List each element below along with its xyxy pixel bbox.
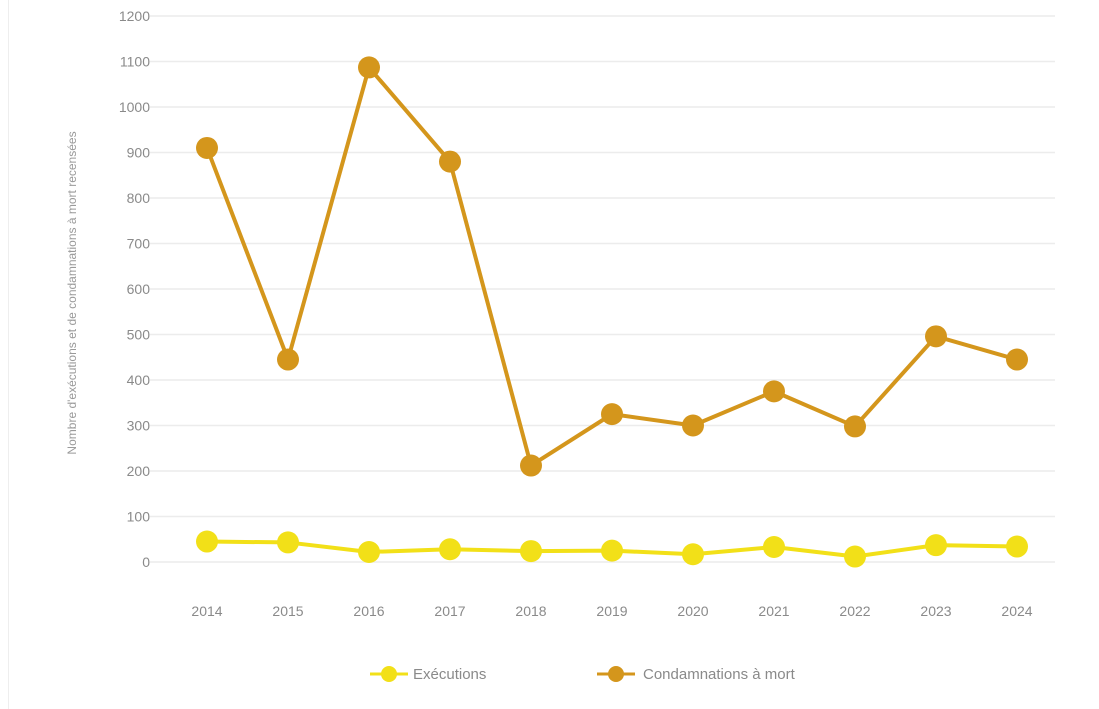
- x-tick-label: 2018: [515, 603, 546, 619]
- x-tick-label: 2023: [920, 603, 951, 619]
- data-point: [601, 403, 623, 426]
- data-point: [763, 380, 785, 403]
- x-tick-label: 2020: [677, 603, 708, 619]
- y-axis-ticks: 0 100 200 300 400 500 600 700 800 900 1000 1100 1200: [119, 8, 150, 570]
- data-point: [1006, 348, 1028, 371]
- legend-item: Condamnations à mort: [597, 666, 796, 683]
- data-point: [520, 454, 542, 477]
- y-tick-label: 500: [127, 327, 151, 343]
- y-tick-label: 800: [127, 190, 151, 206]
- y-tick-label: 700: [127, 236, 151, 252]
- legend: Exécutions Condamnations à mort: [370, 666, 796, 683]
- data-point: [358, 56, 380, 79]
- data-point: [196, 136, 218, 159]
- x-tick-label: 2024: [1001, 603, 1032, 619]
- y-tick-label: 900: [127, 145, 151, 161]
- legend-marker-swatch: [381, 666, 397, 682]
- series-condamnations: [196, 56, 1028, 477]
- data-point: [520, 540, 542, 563]
- series: [196, 56, 1028, 568]
- y-tick-label: 1100: [120, 54, 150, 70]
- y-tick-label: 1000: [119, 99, 150, 115]
- x-tick-label: 2016: [353, 603, 384, 619]
- series-executions: [196, 530, 1028, 568]
- x-axis-ticks: 2014 2015 2016 2017 2018 2019 2020 2021 2022 2023…: [191, 603, 1032, 619]
- x-tick-label: 2019: [596, 603, 627, 619]
- data-point: [763, 535, 785, 558]
- y-tick-label: 1200: [119, 8, 150, 24]
- y-axis-title: Nombre d'exécutions et de condamnations …: [65, 131, 79, 454]
- x-tick-label: 2021: [758, 603, 789, 619]
- y-tick-label: 300: [127, 418, 151, 434]
- y-tick-label: 200: [127, 463, 151, 479]
- legend-label: Condamnations à mort: [643, 666, 796, 683]
- legend-marker-swatch: [608, 666, 624, 682]
- data-point: [277, 348, 299, 371]
- data-point: [925, 325, 947, 348]
- y-tick-label: 600: [127, 281, 151, 297]
- data-point: [1006, 535, 1028, 558]
- gridlines: [150, 15, 1055, 563]
- data-point: [196, 530, 218, 553]
- x-tick-label: 2015: [272, 603, 303, 619]
- data-point: [439, 538, 461, 561]
- legend-label: Exécutions: [413, 666, 486, 683]
- y-tick-label: 400: [127, 372, 151, 388]
- data-point: [682, 414, 704, 437]
- data-point: [844, 545, 866, 568]
- data-point: [601, 539, 623, 562]
- x-tick-label: 2014: [191, 603, 222, 619]
- data-point: [925, 534, 947, 557]
- x-tick-label: 2017: [434, 603, 465, 619]
- left-divider: [8, 0, 9, 709]
- data-point: [358, 540, 380, 563]
- data-point: [682, 543, 704, 566]
- data-point: [844, 415, 866, 438]
- data-point: [277, 531, 299, 554]
- data-point: [439, 150, 461, 173]
- y-tick-label: 0: [142, 554, 150, 570]
- y-tick-label: 100: [127, 509, 151, 525]
- legend-item: Exécutions: [370, 666, 486, 683]
- x-tick-label: 2022: [839, 603, 870, 619]
